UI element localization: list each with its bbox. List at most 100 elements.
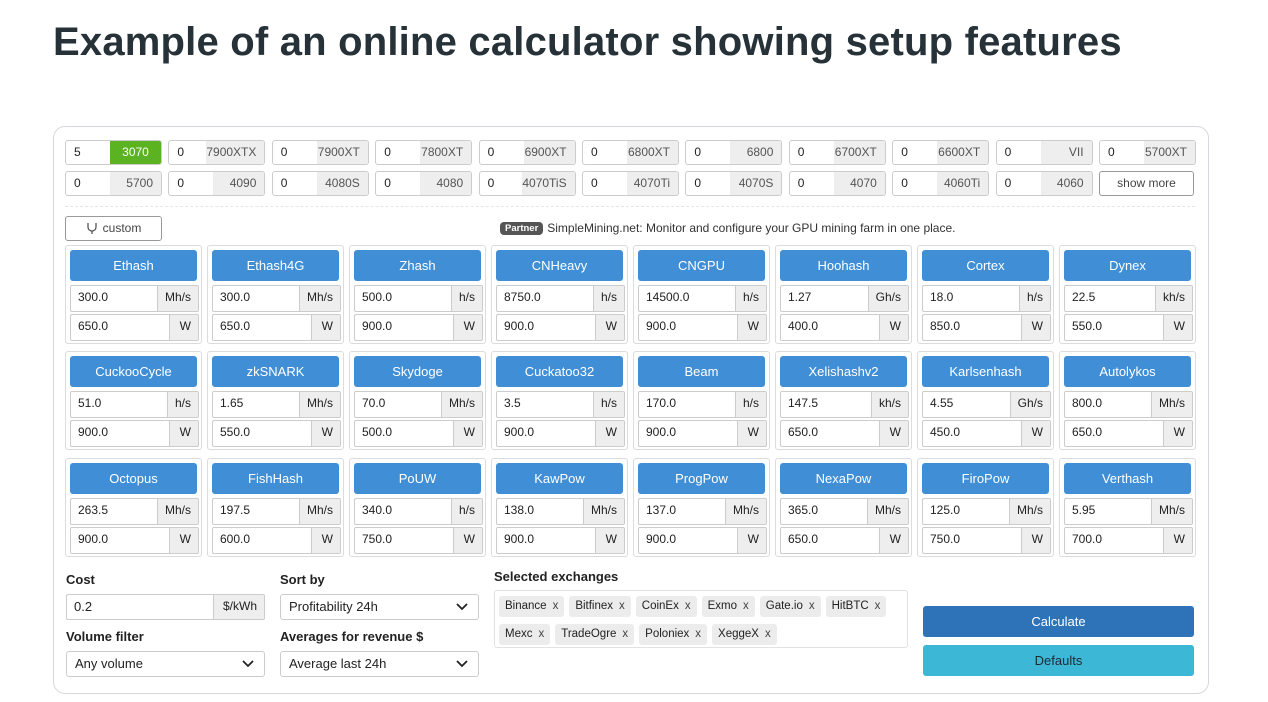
- algo-button[interactable]: Hoohash: [780, 250, 907, 281]
- hashrate-input[interactable]: 8750.0 h/s: [496, 285, 625, 312]
- defaults-button[interactable]: Defaults: [923, 645, 1194, 676]
- power-input[interactable]: 650.0 W: [70, 314, 199, 341]
- gpu-input[interactable]: 0 4080: [375, 171, 473, 196]
- exchange-remove[interactable]: x: [764, 628, 771, 640]
- calculate-button[interactable]: Calculate: [923, 606, 1194, 637]
- algo-button[interactable]: Beam: [638, 356, 765, 388]
- algo-button[interactable]: NexaPow: [780, 462, 907, 494]
- power-input[interactable]: 550.0 W: [1064, 314, 1193, 341]
- algo-button[interactable]: FishHash: [212, 462, 339, 494]
- hashrate-input[interactable]: 5.95 Mh/s: [1064, 497, 1193, 525]
- algo-button[interactable]: ProgPow: [638, 462, 765, 494]
- hashrate-input[interactable]: 1.27 Gh/s: [780, 285, 909, 312]
- gpu-input[interactable]: 0 7900XTX: [168, 140, 266, 165]
- power-input[interactable]: 900.0 W: [70, 420, 199, 448]
- exchange-remove[interactable]: x: [874, 600, 881, 612]
- gpu-input[interactable]: 0 7900XT: [271, 140, 369, 165]
- algo-button[interactable]: Ethash4G: [212, 250, 339, 281]
- power-input[interactable]: 900.0 W: [354, 314, 483, 341]
- exchange-remove[interactable]: x: [695, 628, 702, 640]
- exchange-remove[interactable]: x: [538, 628, 545, 640]
- exchange-remove[interactable]: x: [743, 600, 749, 612]
- exchange-tag[interactable]: CoinEx x: [635, 596, 697, 617]
- exchange-tag[interactable]: TradeOgre x: [555, 624, 635, 645]
- algo-button[interactable]: Autolykos: [1064, 356, 1191, 388]
- power-input[interactable]: 450.0 W: [922, 420, 1051, 448]
- algo-button[interactable]: Octopus: [70, 462, 197, 494]
- hashrate-input[interactable]: 197.5 Mh/s: [212, 497, 341, 525]
- exchange-tag[interactable]: HitBTC x: [825, 596, 887, 617]
- algo-button[interactable]: Ethash: [70, 250, 197, 281]
- power-input[interactable]: 650.0 W: [212, 314, 341, 341]
- averages-select[interactable]: Average last 24h: [280, 651, 479, 677]
- algo-button[interactable]: Verthash: [1064, 462, 1191, 494]
- cost-input[interactable]: 0.2 $/kWh: [66, 594, 265, 620]
- power-input[interactable]: 900.0 W: [496, 314, 625, 341]
- algo-button[interactable]: CuckooCycle: [70, 356, 197, 388]
- hashrate-input[interactable]: 51.0 h/s: [70, 391, 199, 419]
- power-input[interactable]: 750.0 W: [922, 526, 1051, 554]
- gpu-input[interactable]: 0 5700: [65, 171, 162, 196]
- hashrate-input[interactable]: 138.0 Mh/s: [496, 497, 625, 525]
- power-input[interactable]: 650.0 W: [1064, 420, 1193, 448]
- power-input[interactable]: 900.0 W: [638, 314, 767, 341]
- power-input[interactable]: 550.0 W: [212, 420, 341, 448]
- power-input[interactable]: 900.0 W: [70, 526, 199, 554]
- hashrate-input[interactable]: 170.0 h/s: [638, 391, 767, 419]
- power-input[interactable]: 500.0 W: [354, 420, 483, 448]
- exchange-remove[interactable]: x: [622, 628, 629, 640]
- hashrate-input[interactable]: 263.5 Mh/s: [70, 497, 199, 525]
- gpu-input[interactable]: 0 6600XT: [892, 140, 990, 165]
- power-input[interactable]: 400.0 W: [780, 314, 909, 341]
- exchange-tag[interactable]: Gate.io x: [759, 596, 821, 617]
- exchange-tag[interactable]: Mexc x: [499, 624, 551, 645]
- gpu-input[interactable]: 0 6800XT: [582, 140, 679, 165]
- custom-button[interactable]: custom: [65, 216, 162, 241]
- hashrate-input[interactable]: 147.5 kh/s: [780, 391, 909, 419]
- exchange-remove[interactable]: x: [808, 600, 815, 612]
- power-input[interactable]: 650.0 W: [780, 420, 909, 448]
- gpu-input[interactable]: 0 4060Ti: [892, 171, 990, 196]
- power-input[interactable]: 650.0 W: [780, 526, 909, 554]
- gpu-input[interactable]: 0 7800XT: [375, 140, 473, 165]
- algo-button[interactable]: zkSNARK: [212, 356, 339, 388]
- gpu-input[interactable]: 0 5700XT: [1099, 140, 1196, 165]
- power-input[interactable]: 600.0 W: [212, 526, 341, 554]
- hashrate-input[interactable]: 300.0 Mh/s: [212, 285, 341, 312]
- hashrate-input[interactable]: 365.0 Mh/s: [780, 497, 909, 525]
- hashrate-input[interactable]: 500.0 h/s: [354, 285, 483, 312]
- volume-filter-select[interactable]: Any volume: [66, 651, 265, 677]
- hashrate-input[interactable]: 14500.0 h/s: [638, 285, 767, 312]
- gpu-input[interactable]: 0 6700XT: [788, 140, 886, 165]
- show-more-button[interactable]: show more: [1099, 171, 1194, 196]
- power-input[interactable]: 900.0 W: [638, 420, 767, 448]
- power-input[interactable]: 850.0 W: [922, 314, 1051, 341]
- power-input[interactable]: 900.0 W: [638, 526, 767, 554]
- algo-button[interactable]: Zhash: [354, 250, 481, 281]
- algo-button[interactable]: Cortex: [922, 250, 1049, 281]
- hashrate-input[interactable]: 137.0 Mh/s: [638, 497, 767, 525]
- gpu-input[interactable]: 0 4060: [995, 171, 1093, 196]
- hashrate-input[interactable]: 300.0 Mh/s: [70, 285, 199, 312]
- algo-button[interactable]: CNGPU: [638, 250, 765, 281]
- exchange-remove[interactable]: x: [684, 600, 691, 612]
- algo-button[interactable]: Dynex: [1064, 250, 1191, 281]
- hashrate-input[interactable]: 340.0 h/s: [354, 497, 483, 525]
- hashrate-input[interactable]: 18.0 h/s: [922, 285, 1051, 312]
- algo-button[interactable]: PoUW: [354, 462, 481, 494]
- power-input[interactable]: 900.0 W: [496, 420, 625, 448]
- partner-text[interactable]: SimpleMining.net: Monitor and configure …: [547, 221, 956, 235]
- gpu-input[interactable]: 5 3070: [65, 140, 162, 165]
- exchange-remove[interactable]: x: [619, 600, 625, 612]
- exchange-tag[interactable]: Exmo x: [701, 596, 755, 617]
- hashrate-input[interactable]: 22.5 kh/s: [1064, 285, 1193, 312]
- hashrate-input[interactable]: 3.5 h/s: [496, 391, 625, 419]
- algo-button[interactable]: Cuckatoo32: [496, 356, 623, 388]
- power-input[interactable]: 900.0 W: [496, 526, 625, 554]
- algo-button[interactable]: Karlsenhash: [922, 356, 1049, 388]
- gpu-input[interactable]: 0 4070TiS: [478, 171, 576, 196]
- gpu-input[interactable]: 0 4080S: [271, 171, 369, 196]
- exchange-tag[interactable]: Binance x: [499, 596, 565, 617]
- gpu-input[interactable]: 0 4070S: [685, 171, 783, 196]
- hashrate-input[interactable]: 125.0 Mh/s: [922, 497, 1051, 525]
